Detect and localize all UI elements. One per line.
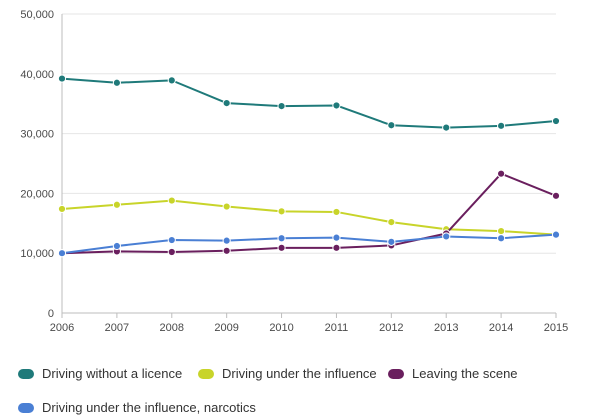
data-point[interactable] <box>167 235 176 245</box>
data-point[interactable] <box>222 236 231 245</box>
data-point[interactable] <box>57 249 67 258</box>
series-line <box>61 233 557 255</box>
data-point[interactable] <box>387 218 396 227</box>
series-group <box>57 74 561 258</box>
data-point[interactable] <box>442 232 451 241</box>
legend-item[interactable]: Leaving the scene <box>388 366 518 381</box>
x-tick-label: 2006 <box>50 322 74 334</box>
legend-label: Driving under the influence <box>222 366 377 381</box>
series-line <box>61 199 557 236</box>
x-tick-label: 2014 <box>489 322 513 334</box>
data-point[interactable] <box>497 226 506 236</box>
legend-label: Driving without a licence <box>42 366 183 381</box>
y-tick-label: 30,000 <box>20 129 54 141</box>
data-point[interactable] <box>497 234 506 243</box>
series-1 <box>57 196 561 239</box>
legend-swatch <box>388 368 404 379</box>
data-point[interactable] <box>497 169 506 178</box>
data-point[interactable] <box>112 78 121 87</box>
axes: 0 10,000 20,000 30,000 40,000 50,000 2006 2007 2… <box>20 9 568 334</box>
x-tick-label: 2011 <box>325 322 349 334</box>
legend-swatch <box>18 402 34 413</box>
y-tick-label: 20,000 <box>20 188 54 200</box>
legend-swatch <box>18 368 34 379</box>
data-point[interactable] <box>387 121 396 130</box>
legend-item[interactable]: Driving without a licence <box>18 366 182 381</box>
legend-item[interactable]: Driving under the influence, narcotics <box>18 400 256 415</box>
data-point[interactable] <box>167 76 176 85</box>
x-tick-label: 2012 <box>379 322 403 334</box>
legend-label: Driving under the influence, narcotics <box>42 400 256 415</box>
legend-item[interactable]: Driving under the influence <box>198 366 377 381</box>
data-point[interactable] <box>112 200 121 209</box>
data-point[interactable] <box>57 74 67 83</box>
data-point[interactable] <box>332 233 341 242</box>
y-tick-label: 50,000 <box>20 9 54 21</box>
legend-label: Leaving the scene <box>412 366 518 381</box>
data-point[interactable] <box>277 243 286 252</box>
data-point[interactable] <box>222 246 231 255</box>
data-point[interactable] <box>332 243 341 252</box>
data-point[interactable] <box>551 116 561 126</box>
data-point[interactable] <box>551 191 561 200</box>
y-tick-label: 0 <box>48 308 54 320</box>
data-point[interactable] <box>277 207 286 216</box>
data-point[interactable] <box>551 230 561 239</box>
series-line <box>61 77 557 129</box>
data-point[interactable] <box>277 101 286 111</box>
data-point[interactable] <box>332 101 341 110</box>
series-3 <box>57 230 561 258</box>
x-tick-label: 2013 <box>434 322 458 334</box>
data-point[interactable] <box>57 204 67 214</box>
y-tick-label: 10,000 <box>20 248 54 260</box>
data-point[interactable] <box>112 241 121 251</box>
data-point[interactable] <box>222 202 231 211</box>
data-point[interactable] <box>167 196 176 205</box>
x-tick-label: 2009 <box>214 322 238 334</box>
data-point[interactable] <box>332 207 341 217</box>
data-point[interactable] <box>222 99 231 108</box>
x-tick-label: 2007 <box>105 322 129 334</box>
data-point[interactable] <box>167 247 176 257</box>
y-tick-label: 40,000 <box>20 69 54 81</box>
data-point[interactable] <box>497 121 506 130</box>
x-tick-label: 2015 <box>544 322 568 334</box>
legend-swatch <box>198 368 214 379</box>
data-point[interactable] <box>387 237 396 246</box>
x-tick-label: 2008 <box>160 322 184 334</box>
series-0 <box>57 74 561 132</box>
series-line <box>61 172 557 255</box>
data-point[interactable] <box>277 234 286 243</box>
grid-lines <box>62 13 556 254</box>
data-point[interactable] <box>442 123 451 132</box>
x-tick-label: 2010 <box>269 322 293 334</box>
